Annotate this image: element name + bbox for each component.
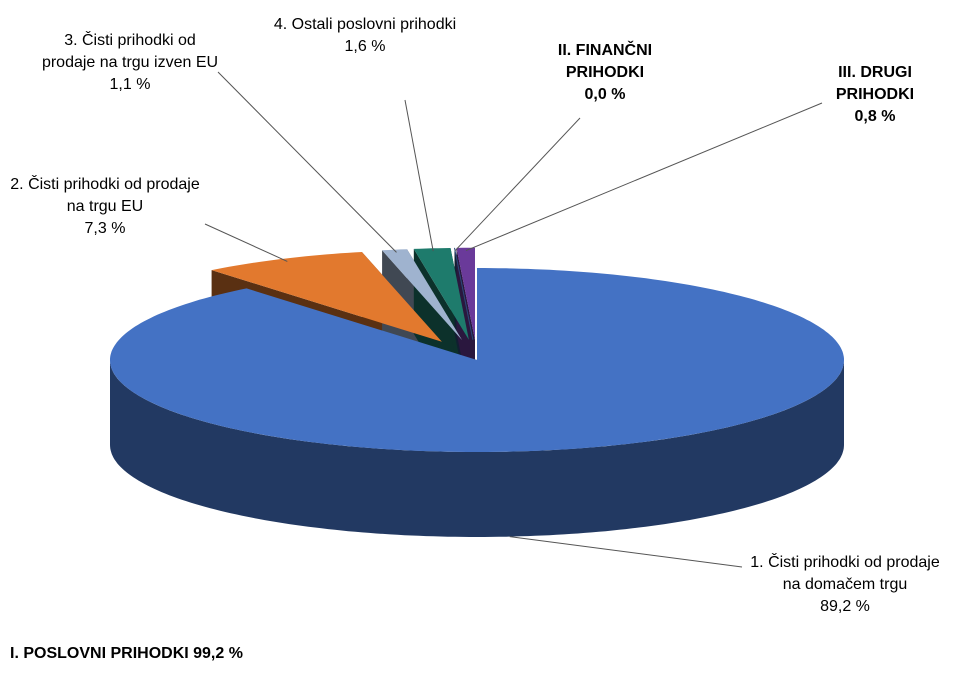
leader-line [509, 536, 743, 568]
slice [211, 252, 442, 342]
leader-line [217, 71, 397, 253]
value-label: 0,8 % [854, 108, 896, 125]
data-label: III. DRUGI PRIHODKI 0,8 % [800, 62, 950, 128]
slice [454, 247, 474, 340]
slice-tops [110, 247, 844, 452]
data-label: 1. Čisti prihodki od prodaje na domačem … [745, 552, 945, 618]
data-label: 3. Čisti prihodki od prodaje na trgu izv… [40, 30, 220, 96]
value-label: 89,2 % [820, 598, 870, 615]
leader-line [454, 117, 581, 252]
data-label: 4. Ostali poslovni prihodki 1,6 % [270, 14, 460, 58]
value-label: 1,6 % [344, 38, 386, 55]
value-label: 0,0 % [584, 86, 626, 103]
category-label: 1. Čisti prihodki od prodaje na domačem … [750, 554, 940, 593]
category-label: 2. Čisti prihodki od prodaje na trgu EU [10, 176, 200, 215]
leader-line [204, 223, 288, 262]
slice [110, 268, 844, 452]
leader-line [404, 99, 434, 252]
slice [413, 248, 469, 340]
leader-line [465, 102, 823, 252]
slice-wall [110, 360, 844, 537]
annotation: I. POSLOVNI PRIHODKI 99,2 % [10, 645, 243, 662]
data-label: 2. Čisti prihodki od prodaje na trgu EU 7… [5, 174, 205, 240]
leader-lines [204, 71, 823, 568]
slice [382, 249, 463, 341]
category-label: 4. Ostali poslovni prihodki [273, 16, 457, 33]
category-label: 3. Čisti prihodki od prodaje na trgu izv… [41, 32, 219, 71]
data-label: II. FINANČNI PRIHODKI 0,0 % [530, 40, 680, 106]
slice [456, 247, 475, 340]
category-label: III. DRUGI PRIHODKI [835, 64, 915, 103]
value-label: 1,1 % [109, 76, 151, 93]
value-label: 7,3 % [84, 220, 126, 237]
category-label: II. FINANČNI PRIHODKI [557, 42, 653, 81]
